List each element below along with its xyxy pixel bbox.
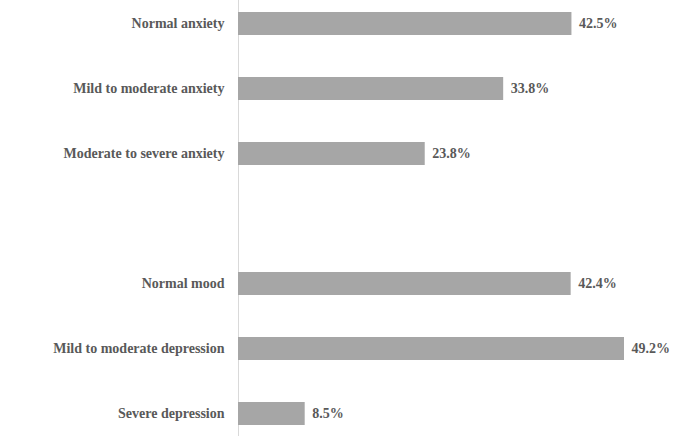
svg-text:49.2%: 49.2% — [632, 341, 671, 356]
svg-text:Mild to moderate depression: Mild to moderate depression — [53, 341, 224, 356]
svg-text:42.5%: 42.5% — [579, 16, 618, 31]
svg-text:23.8%: 23.8% — [432, 146, 471, 161]
svg-text:Mild to moderate anxiety: Mild to moderate anxiety — [73, 81, 224, 96]
svg-text:Normal mood: Normal mood — [142, 276, 225, 291]
svg-text:42.4%: 42.4% — [578, 276, 617, 291]
svg-text:8.5%: 8.5% — [312, 406, 344, 421]
svg-text:Normal anxiety: Normal anxiety — [132, 16, 225, 31]
svg-text:33.8%: 33.8% — [511, 81, 549, 96]
svg-text:Moderate to severe anxiety: Moderate to severe anxiety — [63, 146, 224, 161]
svg-text:Severe depression: Severe depression — [118, 406, 225, 421]
